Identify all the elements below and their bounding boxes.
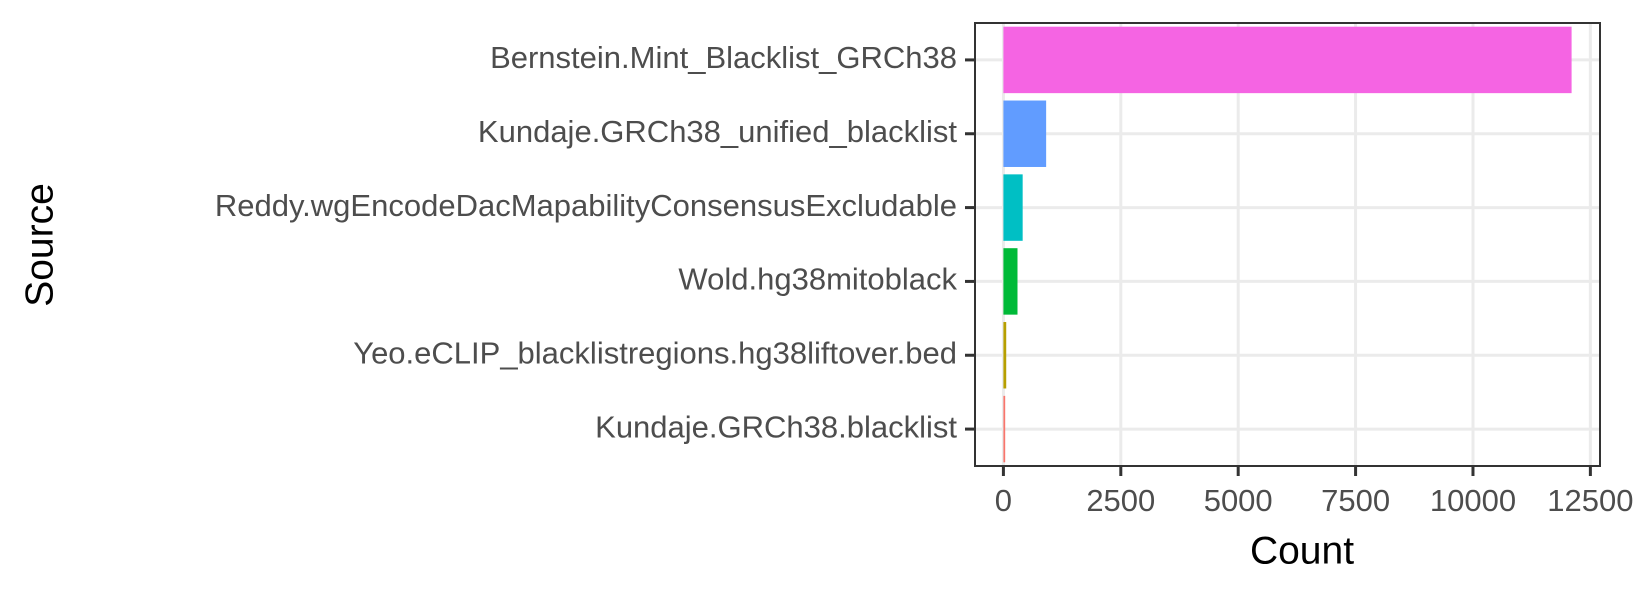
bar <box>1003 100 1047 167</box>
y-tick-label: Yeo.eCLIP_blacklistregions.hg38liftover.… <box>353 335 957 370</box>
x-tick-label: 0 <box>995 483 1012 518</box>
x-tick-label: 2500 <box>1086 483 1155 518</box>
x-tick-label: 12500 <box>1547 483 1633 518</box>
y-tick-label: Kundaje.GRCh38.blacklist <box>595 409 957 444</box>
x-axis-title: Count <box>1250 529 1354 572</box>
y-tick-label: Reddy.wgEncodeDacMapabilityConsensusExcl… <box>215 188 957 223</box>
bar <box>1003 322 1007 389</box>
y-tick-label: Wold.hg38mitoblack <box>678 262 957 297</box>
y-tick-label: Bernstein.Mint_Blacklist_GRCh38 <box>490 40 957 75</box>
y-axis-title: Source <box>18 183 61 307</box>
bar <box>1003 174 1023 241</box>
x-tick-label: 7500 <box>1321 483 1390 518</box>
y-tick-label: Kundaje.GRCh38_unified_blacklist <box>478 114 957 149</box>
x-tick-label: 10000 <box>1430 483 1516 518</box>
x-tick-label: 5000 <box>1204 483 1273 518</box>
panel-border <box>974 22 1601 467</box>
bar <box>1003 26 1572 94</box>
bar <box>1003 395 1006 463</box>
bar <box>1003 248 1018 315</box>
